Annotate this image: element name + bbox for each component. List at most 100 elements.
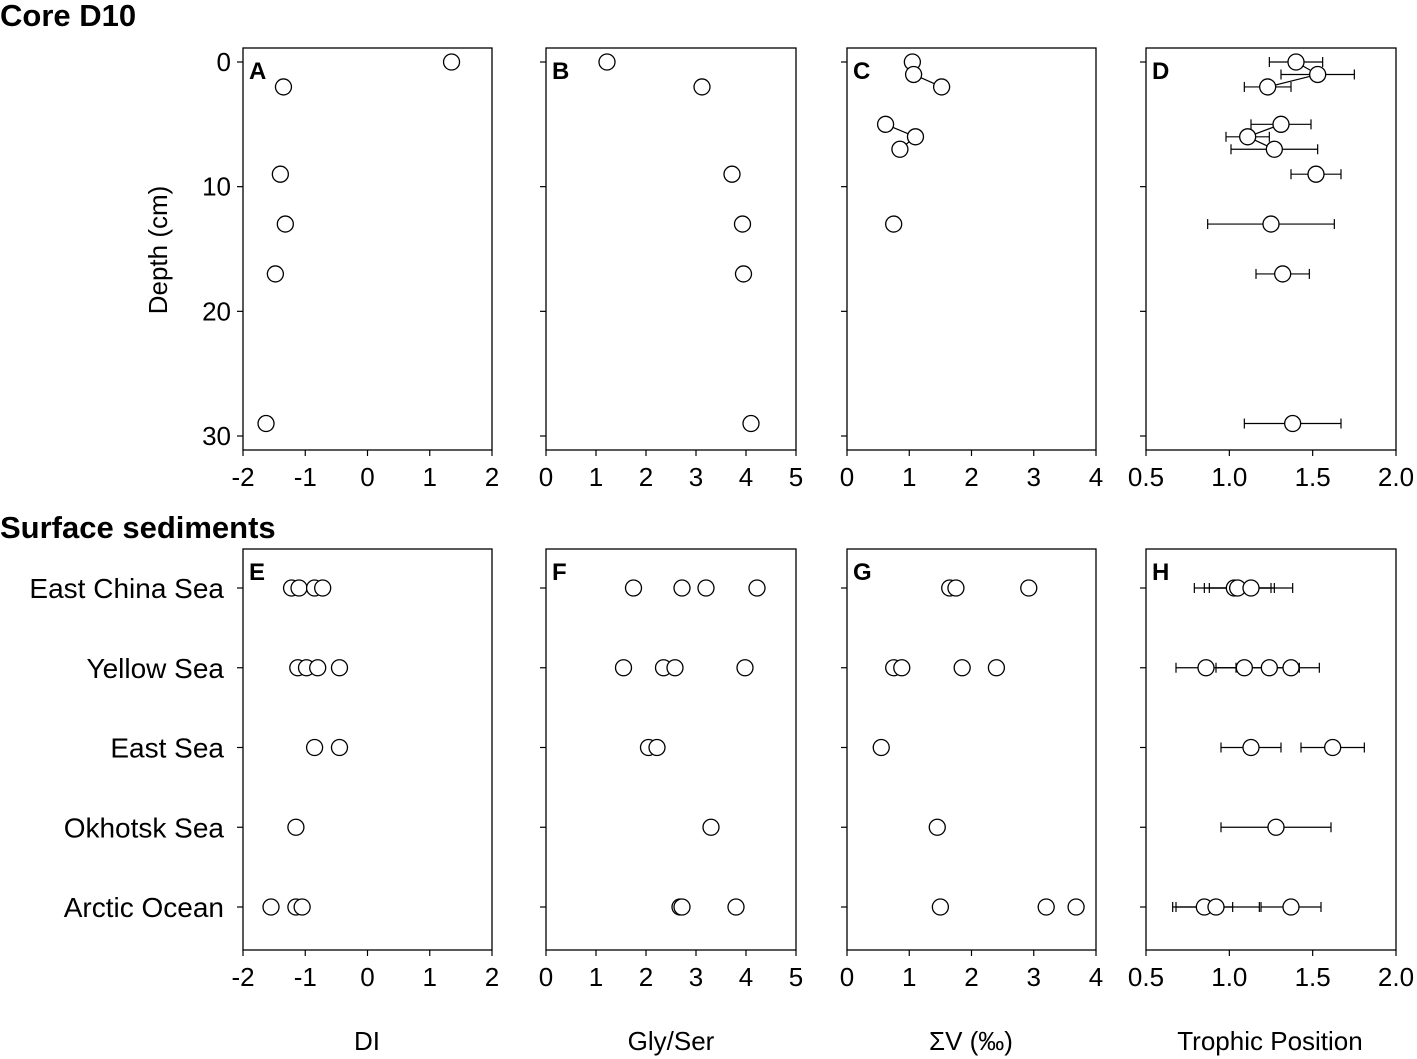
core-section-title: Core D10 [0, 0, 136, 33]
x-tick-label: 2 [964, 962, 978, 992]
x-tick-label: 4 [739, 462, 753, 492]
x-tick-label: 2 [639, 962, 653, 992]
data-point [262, 898, 280, 916]
panel-letter: B [552, 58, 569, 85]
panel-frame [1145, 47, 1397, 451]
x-tick-label: 3 [1027, 962, 1041, 992]
data-point [1020, 579, 1038, 597]
x-tick-label: 1.5 [1295, 962, 1331, 992]
x-tick-label: 0 [840, 962, 854, 992]
x-tick-label: 4 [739, 962, 753, 992]
data-point [290, 579, 308, 597]
data-point [904, 65, 923, 84]
data-point [987, 659, 1006, 677]
x-tick-label: 3 [689, 962, 703, 992]
data-point [1197, 659, 1215, 677]
data-point [893, 659, 911, 677]
x-tick-label: 0 [360, 462, 374, 492]
sum-v-axis-title: ΣV (‰) [929, 1026, 1013, 1056]
data-point [1239, 128, 1257, 146]
data-point [624, 579, 643, 597]
panel-letter: C [853, 58, 870, 85]
x-tick-label: 2.0 [1378, 462, 1414, 492]
data-point [702, 818, 720, 836]
data-point [1307, 165, 1325, 183]
data-point [287, 818, 305, 836]
panel-e: E -2 -1 0 1 2 East China Sea Yellow Sea East Sea… [29, 548, 499, 992]
panel-letter: E [249, 559, 265, 586]
data-point [891, 140, 909, 158]
data-point [736, 659, 754, 677]
panel-letter: D [1152, 58, 1169, 85]
data-point [1260, 659, 1278, 677]
data-point [876, 115, 895, 133]
panel-frame [242, 47, 493, 451]
x-tick-label: 2 [964, 462, 978, 492]
trophic-axis-title: Trophic Position [1177, 1026, 1362, 1056]
data-point [734, 265, 753, 283]
data-point [872, 738, 890, 757]
data-point [906, 128, 925, 146]
x-tick-label: 0.5 [1128, 462, 1164, 492]
x-tick-label: 0.5 [1128, 962, 1164, 992]
data-point [885, 215, 903, 233]
data-point [1207, 898, 1225, 916]
category-label: East China Sea [29, 573, 224, 604]
data-point [266, 265, 285, 283]
data-point [1309, 65, 1327, 84]
category-label: Okhotsk Sea [64, 812, 225, 843]
data-point [693, 78, 711, 96]
x-tick-label: 2 [485, 962, 499, 992]
category-label: Yellow Sea [86, 653, 224, 684]
x-tick-label: 0 [840, 462, 854, 492]
x-tick-label: 1 [423, 462, 437, 492]
data-point [742, 414, 760, 433]
data-point [1067, 898, 1085, 916]
data-point [276, 215, 294, 233]
data-point [673, 898, 691, 916]
x-tick-label: 0 [539, 462, 553, 492]
data-point [1265, 140, 1283, 158]
data-point [442, 53, 461, 71]
data-point [932, 78, 951, 96]
x-tick-label: -2 [231, 462, 254, 492]
x-tick-label: 5 [789, 462, 803, 492]
data-point [598, 53, 616, 71]
data-point [1324, 738, 1342, 757]
data-point [330, 738, 349, 757]
panel-frame [846, 47, 1097, 451]
data-point [748, 579, 766, 597]
x-tick-label: 1.0 [1211, 462, 1247, 492]
panel-h: H 0.5 1.0 1.5 2.0 [1128, 548, 1414, 992]
data-point [928, 818, 946, 836]
data-point [673, 579, 691, 597]
panel-frame [242, 548, 493, 951]
data-point [1259, 78, 1277, 96]
x-tick-label: -1 [294, 962, 317, 992]
x-tick-label: -2 [231, 962, 254, 992]
data-point [666, 659, 684, 677]
data-point [953, 659, 971, 677]
data-point [257, 414, 275, 433]
surface-section-title: Surface sediments [0, 510, 276, 545]
gly-ser-axis-title: Gly/Ser [628, 1026, 715, 1056]
panel-letter: A [249, 58, 266, 85]
data-point [271, 165, 290, 183]
data-point [614, 659, 633, 677]
data-point [1235, 659, 1253, 677]
panel-c: C 0 1 2 3 4 [840, 47, 1103, 492]
x-tick-label: 5 [789, 962, 803, 992]
data-point [1287, 53, 1305, 71]
data-point [697, 579, 715, 597]
panel-letter: F [552, 559, 567, 586]
x-tick-label: 1 [589, 962, 603, 992]
data-point [723, 165, 741, 183]
x-tick-label: 4 [1089, 962, 1103, 992]
data-point [648, 738, 666, 757]
data-point [1037, 898, 1055, 916]
data-point [1267, 818, 1285, 836]
data-point [947, 579, 965, 597]
panel-frame [545, 548, 797, 951]
